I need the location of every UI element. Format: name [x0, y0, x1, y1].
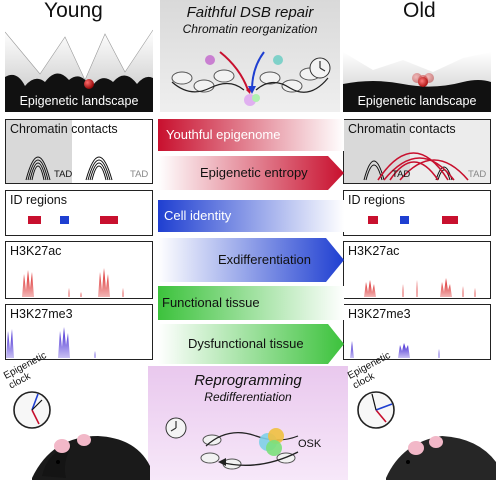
id-regions-panel-old: ID regions	[343, 190, 491, 236]
old-mouse-illustration	[357, 391, 496, 480]
cell-identity-label: Cell identity	[164, 208, 232, 223]
tad-label-4: TAD	[468, 169, 487, 180]
reprogramming-panel: Reprogramming Redifferentiation OSK	[148, 366, 348, 480]
ball-icon	[84, 79, 94, 89]
cell-identity-arrow: Cell identity	[158, 200, 344, 232]
epigenetic-entropy-arrow: Epigenetic entropy	[158, 156, 344, 190]
old-landscape: Epigenetic landscape	[343, 22, 491, 112]
id-region-red	[28, 216, 41, 224]
h3k27me3-title-young: H3K27me3	[10, 307, 73, 321]
young-landscape-label: Epigenetic landscape	[19, 94, 139, 108]
functional-tissue-arrow: Functional tissue	[158, 286, 344, 320]
dysfunctional-tissue-label: Dysfunctional tissue	[188, 336, 304, 351]
old-landscape-label: Epigenetic landscape	[357, 94, 477, 108]
h3k27me3-panel-young: H3K27me3	[5, 304, 153, 360]
h3k27ac-title-old: H3K27ac	[348, 244, 400, 258]
youthful-epigenome-label: Youthful epigenome	[166, 127, 281, 142]
chromatin-title-old: Chromatin contacts	[348, 122, 456, 136]
epigenetic-clock-icon-old	[357, 391, 395, 429]
young-mouse-illustration	[13, 391, 150, 480]
dsb-repair-title: Faithful DSB repair	[186, 4, 314, 21]
reprogramming-title: Reprogramming	[194, 372, 302, 389]
chromatin-illustration	[171, 51, 331, 106]
youthful-epigenome-arrow: Youthful epigenome	[158, 119, 344, 151]
h3k27me3-title-old: H3K27me3	[348, 307, 411, 321]
functional-tissue-label: Functional tissue	[162, 295, 260, 310]
exdifferentiation-arrow: Exdifferentiation	[158, 238, 344, 282]
chromatin-panel-young: Chromatin contacts TAD TAD	[5, 119, 153, 184]
tad-label-3: TAD	[392, 169, 411, 180]
id-region-blue	[60, 216, 69, 224]
young-landscape: Epigenetic landscape	[5, 22, 153, 112]
id-region-blue	[400, 216, 409, 224]
id-region-red	[368, 216, 378, 224]
tad-label-1: TAD	[54, 169, 73, 180]
clock-cycle-icon	[309, 57, 331, 79]
h3k27me3-panel-old: H3K27me3	[343, 304, 491, 360]
chromatin-panel-old: Chromatin contacts TAD TAD	[343, 119, 491, 184]
h3k27ac-panel-old: H3K27ac	[343, 241, 491, 299]
young-title: Young	[44, 0, 103, 22]
id-regions-panel-young: ID regions	[5, 190, 153, 236]
old-title: Old	[403, 0, 436, 22]
epigenetic-entropy-label: Epigenetic entropy	[200, 165, 308, 180]
id-regions-title-young: ID regions	[10, 193, 67, 207]
h3k27ac-title-young: H3K27ac	[10, 244, 62, 258]
chromatin-title-young: Chromatin contacts	[10, 122, 118, 136]
osk-label: OSK	[298, 438, 322, 450]
id-region-red	[442, 216, 458, 224]
tad-label-2: TAD	[130, 169, 149, 180]
dsb-repair-panel: Faithful DSB repair Chromatin reorganiza…	[160, 0, 340, 112]
dsb-repair-subtitle: Chromatin reorganization	[182, 22, 318, 36]
clock-reverse-icon	[165, 417, 187, 439]
id-region-red	[100, 216, 118, 224]
id-regions-title-old: ID regions	[348, 193, 405, 207]
dysfunctional-tissue-arrow: Dysfunctional tissue	[158, 324, 344, 364]
reprogramming-subtitle: Redifferentiation	[204, 390, 292, 404]
epigenetic-clock-icon-young	[13, 391, 51, 429]
exdifferentiation-label: Exdifferentiation	[218, 252, 311, 267]
h3k27ac-panel-young: H3K27ac	[5, 241, 153, 299]
